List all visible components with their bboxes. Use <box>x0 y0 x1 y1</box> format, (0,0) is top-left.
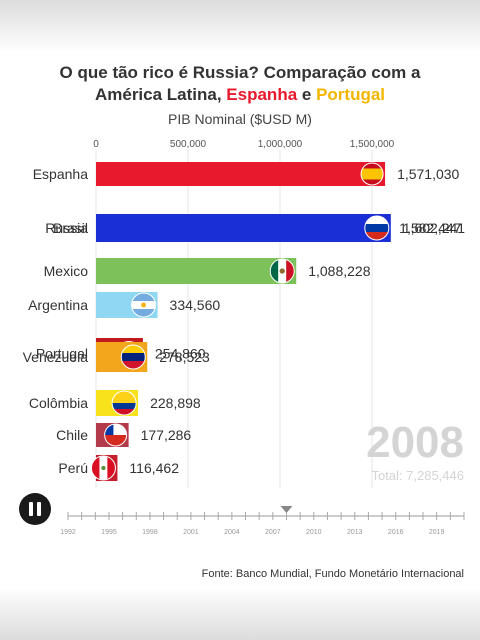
chart-title-line2: América Latina, Espanha e Portugal <box>20 84 460 106</box>
title-highlight-espanha: Espanha <box>226 85 298 104</box>
country-label: Colômbia <box>29 395 88 411</box>
russia-flag-icon <box>364 216 389 240</box>
mexico-flag-icon <box>270 259 295 283</box>
year-watermark: 2008 <box>366 418 464 467</box>
country-label: Russia <box>45 220 88 236</box>
value-label: 1,571,030 <box>397 166 459 182</box>
bar-group-colombia: Colômbia 228,898 <box>29 390 201 416</box>
country-label: Espanha <box>33 166 88 182</box>
peru-flag-icon <box>91 456 116 480</box>
total-watermark: Total: 7,285,446 <box>371 468 464 483</box>
chart-subtitle: PIB Nominal ($USD M) <box>168 111 312 127</box>
bottom-shade <box>0 588 480 640</box>
timeline-marker[interactable] <box>280 506 293 513</box>
timeline-year-label: 1995 <box>101 529 117 536</box>
chile-flag-icon <box>104 424 127 446</box>
timeline-year-label: 1992 <box>60 529 76 536</box>
timeline-year-label: 2013 <box>347 529 363 536</box>
bar-espanha <box>96 162 386 186</box>
bar-group-venezuela: Venezuela 278,523 <box>23 342 210 372</box>
value-label: 1,602,241 <box>403 220 465 236</box>
argentina-flag-icon <box>131 293 156 317</box>
timeline-year-label: 2001 <box>183 529 199 536</box>
value-label: 278,523 <box>159 349 210 365</box>
bar-group-russia: Russia 1,602,241 <box>45 214 465 242</box>
x-tick-label: 1,000,000 <box>258 139 303 150</box>
timeline-year-label: 1998 <box>142 529 158 536</box>
timeline-year-label: 2010 <box>306 529 322 536</box>
venezuela-flag-icon <box>121 345 146 369</box>
source-note: Fonte: Banco Mundial, Fundo Monetário In… <box>201 568 464 580</box>
x-tick-label: 500,000 <box>170 139 207 150</box>
bar-group-espanha: Espanha 1,571,030 <box>33 162 460 186</box>
top-shade <box>0 0 480 52</box>
x-tick-label: 0 <box>93 139 99 150</box>
country-label: Argentina <box>28 297 88 313</box>
title-text-and: e <box>297 85 317 104</box>
timeline-year-label: 2007 <box>265 529 281 536</box>
title-highlight-portugal: Portugal <box>316 85 386 104</box>
timeline-year-label: 2004 <box>224 529 240 536</box>
value-label: 254,860 <box>155 346 206 362</box>
bar-group-argentina: Argentina 334,560 <box>28 292 220 318</box>
value-label: 1,088,228 <box>308 263 370 279</box>
value-label: 334,560 <box>170 297 221 313</box>
timeline-year-label: 2019 <box>429 529 445 536</box>
value-label: 177,286 <box>141 427 192 443</box>
pause-button[interactable] <box>19 493 51 525</box>
bar-group-mexico: Mexico 1,088,228 <box>44 258 371 284</box>
value-label: 1,582,447 <box>399 220 461 236</box>
timeline-year-label: 2016 <box>388 529 404 536</box>
country-label: Portugal <box>36 346 88 362</box>
title-text-latin: América Latina, <box>94 85 227 104</box>
bar-mexico <box>96 258 297 284</box>
country-label: Brasil <box>53 220 88 236</box>
bar-group-chile: Chile 177,286 <box>56 423 191 447</box>
bar-russia <box>96 214 391 242</box>
country-label: Chile <box>56 427 88 443</box>
value-label: 228,898 <box>150 395 201 411</box>
x-tick-label: 1,500,000 <box>350 139 395 150</box>
value-label: 116,462 <box>129 460 179 476</box>
country-label: Venezuela <box>23 349 89 365</box>
bar-group-peru: Perú 116,462 <box>58 455 179 481</box>
country-label: Perú <box>58 460 88 476</box>
chart-title-line1: O que tão rico é Russia? Comparação com … <box>59 63 421 82</box>
spain-flag-icon <box>361 163 384 185</box>
colombia-flag-icon <box>112 391 137 415</box>
country-label: Mexico <box>44 263 89 279</box>
